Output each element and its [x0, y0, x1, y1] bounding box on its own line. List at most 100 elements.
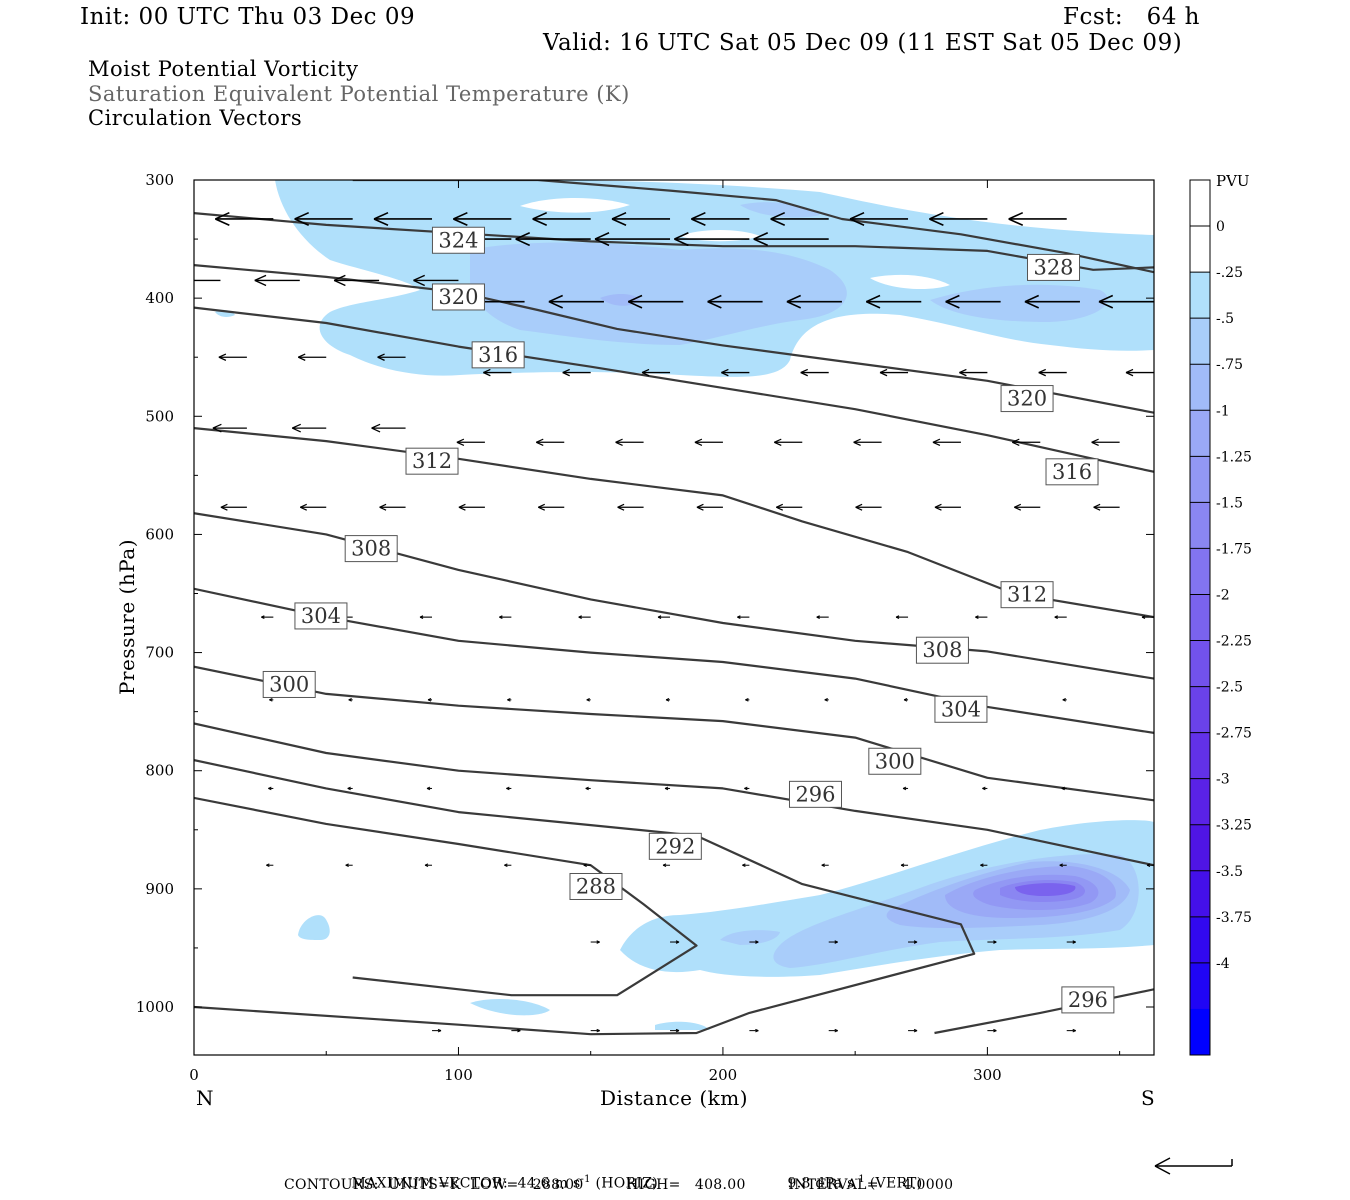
- contour-label-300: 300: [868, 747, 922, 775]
- pv-shade-upper-mid2: [740, 202, 820, 218]
- vector-arrow: [515, 232, 591, 247]
- vector-arrow: [426, 786, 433, 791]
- vector-arrow: [379, 503, 406, 511]
- contour-line-296: [194, 722, 1154, 867]
- vector-arrow: [1141, 615, 1154, 619]
- vector-arrow: [194, 279, 221, 282]
- vector-arrow: [254, 274, 300, 287]
- pv-shade-upper-right: [930, 284, 1108, 322]
- pv-shade-small-3: [655, 1021, 710, 1030]
- vector-arrow: [611, 211, 671, 227]
- vector-arrow: [670, 1028, 680, 1033]
- colorbar-label: -.5: [1216, 311, 1234, 327]
- vector-arrow: [1024, 294, 1080, 309]
- vector-arrow: [532, 211, 591, 227]
- colorbar-label: -2: [1216, 587, 1230, 603]
- y-tick-label: 400: [145, 289, 174, 307]
- vector-arrow: [590, 1028, 600, 1033]
- contour-label-text: 288: [576, 874, 616, 898]
- y-tick-label: 800: [145, 762, 174, 780]
- vector-arrow: [696, 503, 723, 511]
- vector-arrow: [929, 211, 988, 227]
- forecast-hour: Fcst: 64 h: [1063, 4, 1200, 30]
- vector-arrow: [1093, 503, 1120, 511]
- y-tick-label: 1000: [136, 998, 174, 1016]
- vector-arrow: [333, 274, 380, 287]
- vector-arrow: [590, 940, 600, 944]
- vector-arrow: [987, 940, 997, 944]
- colorbar-cell: [1190, 364, 1210, 411]
- contour-label-308: 308: [344, 535, 398, 563]
- contour-labels: 328 324 320 320 316 316 312 312 308 308 304 304 300 3…: [262, 226, 1115, 1014]
- max-vector-horiz: MAXIMUM VECTOR: 44.6 m s-1 (HORIZ): [342, 1158, 658, 1192]
- colorbar-cell: [1190, 272, 1210, 319]
- vector-arrow: [578, 615, 591, 619]
- contour-line-300: [194, 665, 1154, 802]
- contour-label-text: 316: [478, 343, 518, 367]
- vector-arrow: [828, 1028, 838, 1033]
- colorbar-cell: [1190, 594, 1210, 642]
- vector-arrow: [294, 211, 353, 227]
- pv-shading: [215, 180, 1154, 1030]
- contour-label-text: 312: [412, 449, 452, 473]
- vector-arrow: [800, 368, 829, 377]
- vector-arrow: [691, 211, 750, 227]
- colorbar-cell: [1190, 548, 1210, 595]
- reference-vector-arrow: [1154, 1157, 1233, 1175]
- vector-arrow: [641, 368, 671, 377]
- colorbar-label: -4: [1216, 956, 1230, 972]
- colorbar-label: 0: [1216, 219, 1225, 235]
- contour-label-288: 288: [569, 872, 623, 900]
- colorbar-label: -1: [1216, 403, 1230, 419]
- max-vector-text: MAXIMUM VECTOR: 44.6 m s: [351, 1175, 581, 1192]
- vector-arrow: [853, 438, 882, 446]
- contour-label-text: 316: [1052, 460, 1092, 484]
- vector-arrow: [855, 503, 882, 511]
- x-tick-label: 0: [189, 1066, 199, 1084]
- vector-arrow: [742, 863, 750, 868]
- contour-label-320: 320: [1000, 385, 1054, 413]
- vector-arrow: [511, 1028, 521, 1033]
- contour-label-text: 308: [351, 537, 391, 561]
- vector-arrow: [849, 211, 909, 227]
- contour-label-text: 292: [655, 834, 695, 858]
- field-title-thetaes: Saturation Equivalent Potential Temperat…: [88, 82, 630, 106]
- vector-arrow: [749, 940, 759, 944]
- vector-arrow: [824, 698, 829, 702]
- contour-label-304: 304: [934, 695, 988, 723]
- init-time: Init: 00 UTC Thu 03 Dec 09: [80, 4, 416, 30]
- vector-arrow: [538, 503, 565, 511]
- y-tick-label: 600: [145, 525, 174, 543]
- vert-text: (VERT): [865, 1175, 923, 1192]
- vector-arrow: [662, 863, 671, 868]
- vector-arrow: [903, 698, 909, 702]
- colorbar-cell: [1190, 732, 1210, 780]
- contour-label-296: 296: [788, 780, 842, 808]
- vector-arrow: [1066, 1028, 1076, 1033]
- vector-arrow: [424, 863, 433, 868]
- vector-arrow: [959, 368, 988, 377]
- vector-arrow: [908, 940, 918, 944]
- contour-label-296: 296: [1061, 986, 1115, 1014]
- x-right-direction: S: [1141, 1086, 1155, 1110]
- vector-arrow: [670, 940, 680, 944]
- valid-time: Valid: 16 UTC Sat 05 Dec 09 (11 EST Sat …: [543, 30, 1183, 56]
- colorbar-label: -.25: [1216, 265, 1243, 281]
- vector-arrow: [665, 698, 671, 702]
- contour-line-296: [934, 988, 1154, 1035]
- vector-arrow: [413, 274, 459, 287]
- vector-arrow: [879, 368, 909, 377]
- y-axis-title: Pressure (hPa): [115, 539, 139, 695]
- contours-info: CONTOURS: UNITS=K LOW= 288.00 HIGH= 408.…: [284, 1177, 954, 1193]
- vector-arrow: [1059, 863, 1067, 868]
- vector-arrow: [1146, 863, 1154, 868]
- colorbar-cell: [1190, 180, 1210, 227]
- colorbar-label: -1.25: [1216, 449, 1252, 465]
- vector-arrow: [774, 438, 803, 446]
- pv-shade-lower-core: [1015, 883, 1076, 896]
- vector-arrow: [427, 698, 433, 702]
- contour-line-320: [194, 264, 1154, 414]
- vector-arrow: [594, 232, 671, 247]
- vector-arrow: [1098, 294, 1154, 309]
- field-title-vectors: Circulation Vectors: [88, 106, 303, 130]
